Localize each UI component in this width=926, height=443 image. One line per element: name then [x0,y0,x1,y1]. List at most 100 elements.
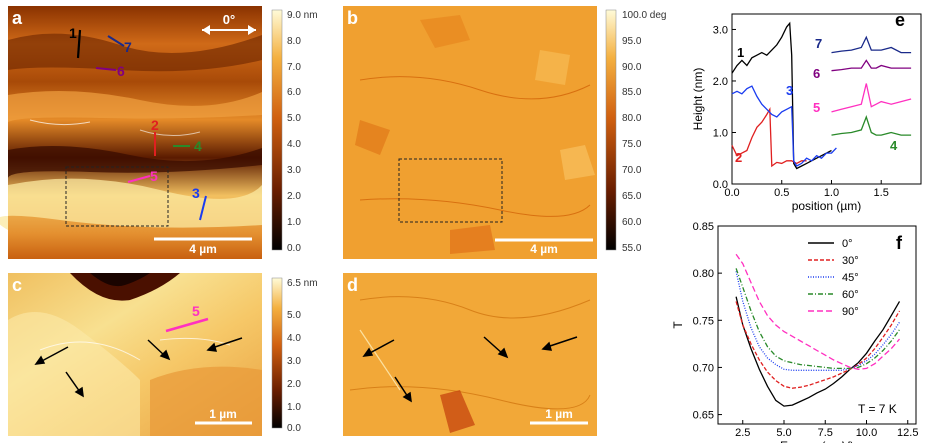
scalebar-d: 1 µm [545,407,573,421]
cb-c-tick: 1.0 [287,402,301,413]
series-line-90deg [735,253,900,370]
line-label-4: 4 [194,138,202,154]
x-tick-label: 1.5 [874,187,889,199]
x-axis-label: Energy (meV) [780,439,854,443]
panel-letter-d: d [347,275,358,295]
y-tick-label: 0.65 [693,410,714,422]
orientation-label: 0° [223,12,235,27]
legend-label: 30° [842,255,859,267]
y-tick-label: 0.0 [713,179,728,191]
annotation: T = 7 K [858,402,897,416]
scalebar-b: 4 µm [530,242,558,256]
cb-a-tick: 0.0 [287,243,301,254]
y-axis-label: Height (nm) [691,68,705,131]
panel-letter-c: c [12,275,22,295]
y-tick-label: 0.75 [693,315,714,327]
series-label-6: 6 [813,66,820,81]
legend-label: 60° [842,289,859,301]
line-label-2: 2 [151,117,159,133]
x-tick-label: 1.0 [824,187,839,199]
cb-b-tick: 85.0 [622,87,642,98]
panel-a: 1 7 6 2 4 5 3 0° 4 µm a [0,6,262,259]
series-line-0deg [735,296,901,407]
line-label-6: 6 [117,63,125,79]
cb-a-tick: 4.0 [287,139,301,150]
panel-b: 4 µm b [343,6,597,259]
cb-b-tick: 100.0 deg [622,10,667,21]
series-line-2 [731,107,807,168]
cb-c-tick: 4.0 [287,333,301,344]
y-tick-label: 3.0 [713,24,728,36]
panel-d: 1 µm d [343,273,597,436]
series-line-30deg [735,301,901,389]
cb-a-tick: 7.0 [287,62,301,73]
line-label-1: 1 [69,25,77,41]
cb-b-tick: 75.0 [622,139,642,150]
x-axis-label: position (µm) [792,199,862,213]
y-axis-label: T [671,321,685,329]
cb-b-tick: 95.0 [622,36,642,47]
cb-b-tick: 65.0 [622,191,642,202]
series-label-4: 4 [890,138,898,153]
panel-letter-a: a [12,8,23,28]
cb-c-tick: 6.5 nm [287,278,318,289]
y-tick-label: 0.70 [693,362,714,374]
series-label-7: 7 [815,36,822,51]
scalebar-c: 1 µm [209,407,237,421]
series-label-2: 2 [735,150,742,165]
panel-letter-f: f [896,233,903,253]
cb-a-tick: 5.0 [287,113,301,124]
x-tick-label: 12.5 [897,427,918,439]
x-tick-label: 0.0 [724,187,739,199]
cb-a-tick: 1.0 [287,217,301,228]
line-label-5-c: 5 [192,303,200,319]
zoom-box-b [398,158,503,223]
cb-a-tick: 9.0 nm [287,10,318,21]
cb-b-tick: 90.0 [622,62,642,73]
series-line-3 [731,85,837,167]
chart-f: 2.5 5.0 7.5 10.0 12.5 0.65 0.70 0.75 0.80 0.85 Ene… [671,221,918,443]
plot-frame [731,13,922,185]
scalebar-a: 4 µm [189,242,217,256]
y-tick-label: 0.85 [693,221,714,233]
legend-label: 45° [842,272,859,284]
cb-b-tick: 80.0 [622,113,642,124]
series-line-60deg [735,268,901,370]
line-label-3: 3 [192,185,200,201]
y-tick-label: 0.80 [693,268,714,280]
cb-c-tick: 3.0 [287,356,301,367]
zoom-box-a [65,166,169,227]
plot-frame [717,225,917,425]
cb-b-tick: 70.0 [622,165,642,176]
cb-b-tick: 55.0 [622,243,642,254]
x-tick-label: 2.5 [735,427,750,439]
x-tick-label: 10.0 [856,427,877,439]
series-line-4 [831,115,912,136]
cb-a-tick: 8.0 [287,36,301,47]
legend-label: 0° [842,238,853,250]
panel-letter-e: e [895,10,905,30]
cb-a-tick: 6.0 [287,87,301,98]
series-label-1: 1 [737,45,744,60]
series-line-6 [831,59,912,72]
x-tick-label: 0.5 [774,187,789,199]
chart-e: 0.0 0.5 1.0 1.5 0.0 1.0 2.0 3.0 position (µm) Hei… [691,13,922,213]
series-label-3: 3 [786,83,793,98]
cb-c-tick: 5.0 [287,310,301,321]
colorbar-c: 6.5 nm 5.0 4.0 3.0 2.0 1.0 0.0 [271,277,318,434]
cb-c-tick: 0.0 [287,423,301,434]
line-label-5: 5 [150,168,158,184]
series-line-7 [831,35,912,54]
cb-a-tick: 3.0 [287,165,301,176]
x-tick-label: 7.5 [818,427,833,439]
panel-letter-b: b [347,8,358,28]
colorbar-b: 100.0 deg 95.0 90.0 85.0 80.0 75.0 70.0 … [605,9,667,254]
panel-c: 5 1 µm c [8,273,262,436]
y-tick-label: 1.0 [713,127,728,139]
series-line-45deg [735,271,901,371]
series-line-5 [831,83,912,113]
colorbar-a: 9.0 nm 8.0 7.0 6.0 5.0 4.0 3.0 2.0 1.0 0… [271,9,318,254]
line-label-7: 7 [124,39,132,55]
legend-label: 90° [842,306,859,318]
